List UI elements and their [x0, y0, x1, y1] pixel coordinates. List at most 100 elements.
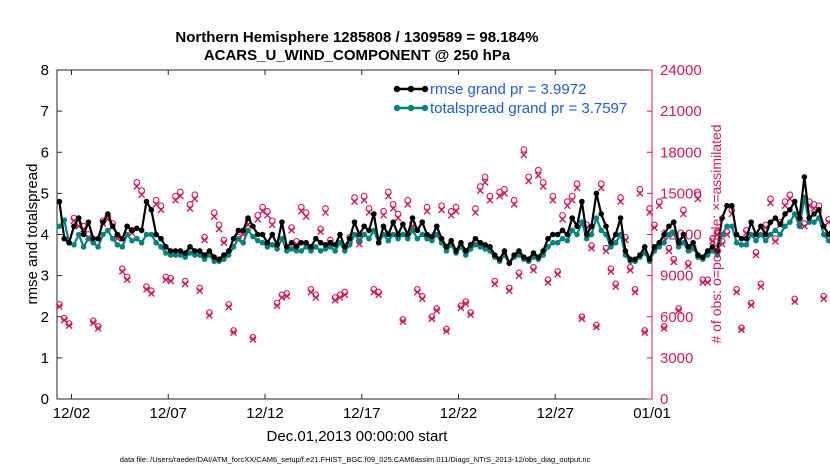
rmse-marker: [221, 252, 227, 258]
rmse-marker: [612, 231, 619, 238]
obs-possible-marker: [268, 217, 276, 225]
y-tick-left-label: 3: [41, 268, 49, 285]
rmse-marker: [525, 256, 532, 262]
obs-possible-marker: [525, 173, 532, 181]
y-tick-right-label: 21000: [660, 103, 702, 120]
obs-assimilated-marker: [375, 291, 383, 299]
totalspread-marker: [443, 248, 450, 254]
obs-assimilated-marker: [588, 244, 596, 252]
obs-possible-marker: [476, 183, 484, 190]
obs-assimilated-marker: [737, 326, 745, 334]
obs-possible-marker: [680, 206, 687, 214]
obs-possible-marker: [394, 210, 402, 218]
totalspread-marker: [75, 231, 82, 238]
rmse-marker: [608, 239, 614, 246]
obs-possible-marker: [539, 179, 547, 186]
obs-assimilated-marker: [288, 226, 296, 234]
obs-possible-marker: [786, 191, 794, 199]
totalspread-marker: [608, 244, 614, 250]
rmse-marker: [593, 190, 600, 197]
rmse-marker: [138, 227, 145, 234]
obs-possible-marker: [138, 187, 146, 194]
legend-spread-marker: [393, 104, 401, 112]
obs-possible-marker: [510, 196, 518, 204]
y-axis-right-label: # of obs: o=possible; ×=assimilated: [708, 124, 724, 343]
obs-assimilated-marker: [810, 204, 818, 212]
rmse-marker: [675, 239, 682, 246]
rmse-marker: [651, 244, 658, 250]
totalspread-marker: [371, 227, 377, 234]
obs-possible-marker: [360, 192, 368, 200]
rmse-marker: [796, 215, 803, 221]
totalspread-marker: [477, 244, 484, 250]
obs-assimilated-marker: [191, 195, 199, 203]
totalspread-marker: [225, 252, 232, 258]
totalspread-marker: [395, 235, 401, 242]
rmse-marker: [806, 215, 813, 221]
obs-assimilated-marker: [225, 303, 233, 311]
obs-possible-marker: [389, 200, 397, 208]
totalspread-marker: [583, 235, 590, 242]
totalspread-marker: [767, 231, 774, 238]
rmse-marker: [453, 248, 459, 254]
totalspread-marker: [177, 252, 184, 258]
rmse-marker: [163, 244, 169, 250]
obs-possible-marker: [254, 211, 262, 219]
obs-assimilated-marker: [394, 214, 402, 222]
rmse-marker: [230, 235, 237, 242]
y-tick-left-label: 8: [41, 62, 49, 79]
obs-assimilated-marker: [196, 287, 204, 295]
totalspread-marker: [298, 248, 305, 254]
obs-assimilated-marker: [384, 192, 392, 200]
obs-assimilated-marker: [602, 247, 610, 255]
totalspread-marker: [322, 246, 329, 252]
obs-assimilated-marker: [380, 211, 388, 219]
obs-assimilated-marker: [771, 237, 779, 245]
rmse-marker: [167, 248, 174, 254]
obs-assimilated-marker: [302, 213, 310, 221]
y-tick-left-label: 5: [41, 185, 49, 202]
totalspread-marker: [748, 231, 754, 238]
totalspread-marker: [390, 231, 396, 238]
obs-possible-marker: [447, 207, 455, 215]
rmse-marker: [346, 235, 353, 242]
rmse-marker: [100, 219, 106, 225]
obs-assimilated-marker: [534, 172, 542, 180]
rmse-marker: [641, 244, 648, 250]
obs-possible-marker: [767, 195, 774, 203]
obs-assimilated-marker: [254, 215, 262, 223]
rmse-marker: [506, 260, 513, 267]
totalspread-marker: [404, 235, 411, 242]
obs-assimilated-marker: [215, 225, 223, 233]
rmse-marker: [288, 239, 295, 246]
totalspread-marker: [163, 250, 169, 256]
obs-assimilated-marker: [201, 236, 209, 244]
totalspread-marker: [462, 252, 469, 258]
totalspread-marker: [820, 231, 827, 238]
rmse-marker: [366, 227, 372, 234]
obs-possible-marker: [351, 194, 358, 201]
totalspread-marker: [806, 219, 813, 225]
totalspread-marker: [545, 244, 551, 250]
totalspread-marker: [235, 235, 242, 242]
obs-assimilated-marker: [554, 270, 562, 278]
rmse-marker: [332, 241, 338, 248]
totalspread-marker: [114, 241, 121, 248]
rmse-marker: [680, 231, 687, 238]
totalspread-marker: [100, 231, 106, 238]
rmse-marker: [598, 211, 605, 217]
rmse-marker: [627, 256, 634, 262]
y-tick-right-label: 24000: [660, 62, 702, 79]
rmse-marker: [429, 233, 435, 240]
obs-possible-marker: [172, 192, 179, 200]
rmse-marker: [588, 223, 595, 230]
rmse-marker: [758, 223, 764, 230]
rmse-marker: [443, 244, 450, 250]
obs-assimilated-marker: [510, 200, 518, 208]
obs-possible-marker: [385, 188, 392, 196]
obs-possible-marker: [597, 180, 605, 188]
rmse-marker: [414, 227, 421, 234]
obs-assimilated-marker: [825, 218, 830, 226]
rmse-marker: [225, 248, 232, 254]
rmse-marker: [554, 231, 561, 238]
